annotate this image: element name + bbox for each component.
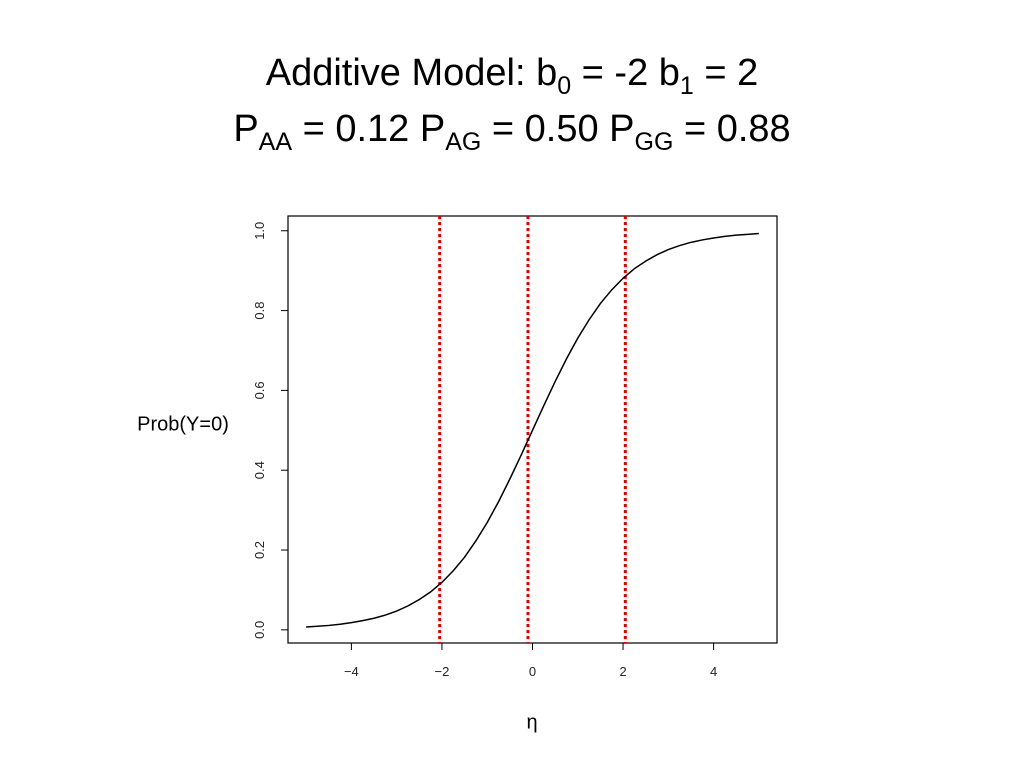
title-subscript: AA — [259, 128, 293, 156]
x-tick-label: 0 — [529, 664, 536, 679]
y-tick-label: 0.4 — [252, 461, 267, 479]
y-axis-label: Prob(Y=0) — [137, 413, 229, 435]
curve — [306, 232, 759, 628]
title-text: = -2 b — [571, 52, 680, 94]
y-tick-label: 1.0 — [252, 222, 267, 240]
x-tick-label: 2 — [619, 664, 626, 679]
title-text: = 0.50 P — [481, 108, 634, 150]
title-subscript: GG — [635, 128, 674, 156]
title-subscript: 1 — [680, 72, 694, 100]
x-tick-label: −4 — [344, 664, 359, 679]
title-text: Additive Model: b — [266, 52, 558, 94]
y-tick-label: 0.6 — [252, 381, 267, 399]
title-text: P — [233, 108, 258, 150]
x-axis-label: η — [526, 711, 537, 733]
x-tick-label: −2 — [435, 664, 450, 679]
title-subscript: AG — [445, 128, 481, 156]
title-subscript: 0 — [557, 72, 571, 100]
x-tick-label: 4 — [710, 664, 717, 679]
title-text: = 0.88 — [673, 108, 790, 150]
y-tick-label: 0.0 — [252, 621, 267, 639]
title-text: = 2 — [694, 52, 758, 94]
chart-title: Additive Model: b0 = -2 b1 = 2 — [266, 52, 759, 100]
title-text: = 0.12 P — [292, 108, 445, 150]
y-tick-label: 0.8 — [252, 302, 267, 320]
y-tick-label: 0.2 — [252, 541, 267, 559]
chart-title: PAA = 0.12 PAG = 0.50 PGG = 0.88 — [233, 108, 790, 156]
